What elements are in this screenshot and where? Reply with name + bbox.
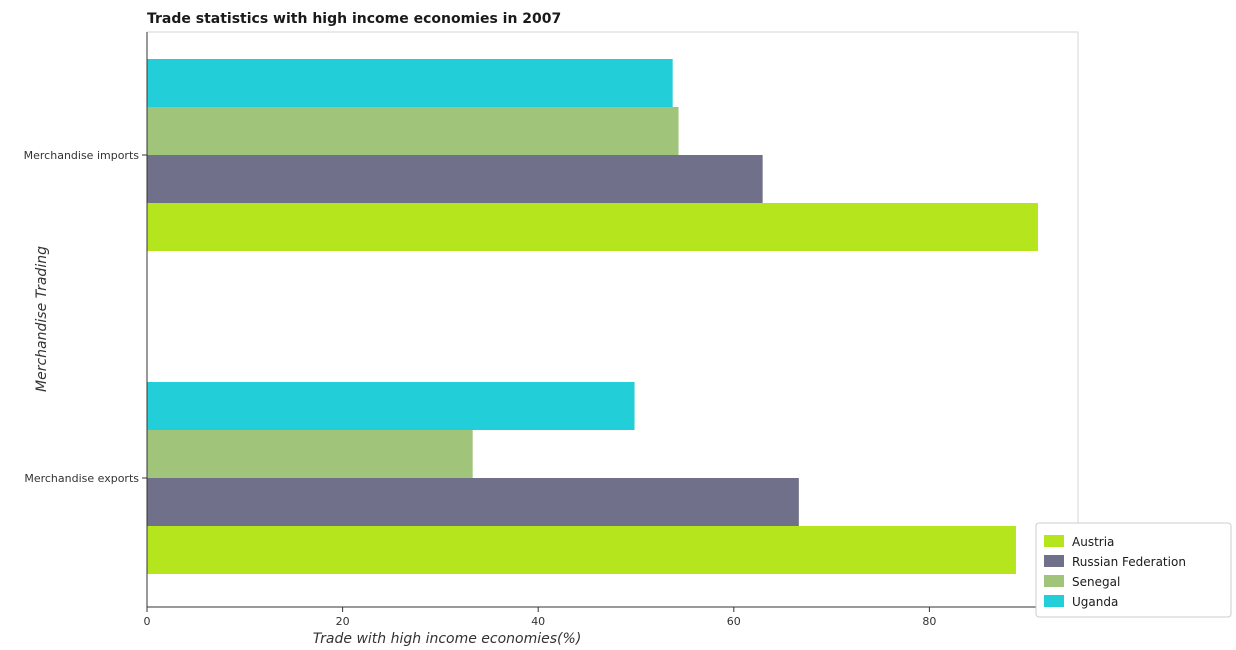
legend-box (1035, 522, 1232, 618)
legend-label-uganda: Uganda (1072, 595, 1118, 609)
legend-label-russian-federation: Russian Federation (1072, 555, 1186, 569)
y-tick-label: Merchandise imports (24, 149, 140, 162)
bar-russian-federation-merchandise-imports (147, 155, 763, 203)
bar-senegal-merchandise-imports (147, 107, 679, 155)
legend-swatch-russian-federation (1044, 555, 1064, 567)
x-tick-label: 0 (144, 615, 151, 628)
bar-austria-merchandise-imports (147, 203, 1038, 251)
legend-swatch-uganda (1044, 595, 1064, 607)
x-tick-label: 80 (922, 615, 936, 628)
legend-label-senegal: Senegal (1072, 575, 1120, 589)
x-tick-label: 40 (531, 615, 545, 628)
bar-austria-merchandise-exports (147, 526, 1016, 574)
y-axis: Merchandise exports Merchandise imports (24, 32, 148, 607)
legend: Austria Russian Federation Senegal Uganda (1035, 522, 1232, 618)
x-tick-label: 20 (336, 615, 350, 628)
legend-swatch-senegal (1044, 575, 1064, 587)
bar-russian-federation-merchandise-exports (147, 478, 799, 526)
bars-group (147, 59, 1038, 574)
bar-uganda-merchandise-exports (147, 382, 635, 430)
legend-label-austria: Austria (1072, 535, 1114, 549)
x-axis: 0 20 40 60 80 (144, 606, 1078, 628)
y-tick-label: Merchandise exports (24, 472, 139, 485)
x-tick-label: 60 (727, 615, 741, 628)
chart-title: Trade statistics with high income econom… (147, 11, 561, 27)
y-axis-label: Merchandise Trading (34, 246, 50, 392)
x-axis-label: Trade with high income economies(%) (313, 631, 582, 647)
bar-senegal-merchandise-exports (147, 430, 473, 478)
bar-uganda-merchandise-imports (147, 59, 673, 107)
legend-swatch-austria (1044, 535, 1064, 547)
